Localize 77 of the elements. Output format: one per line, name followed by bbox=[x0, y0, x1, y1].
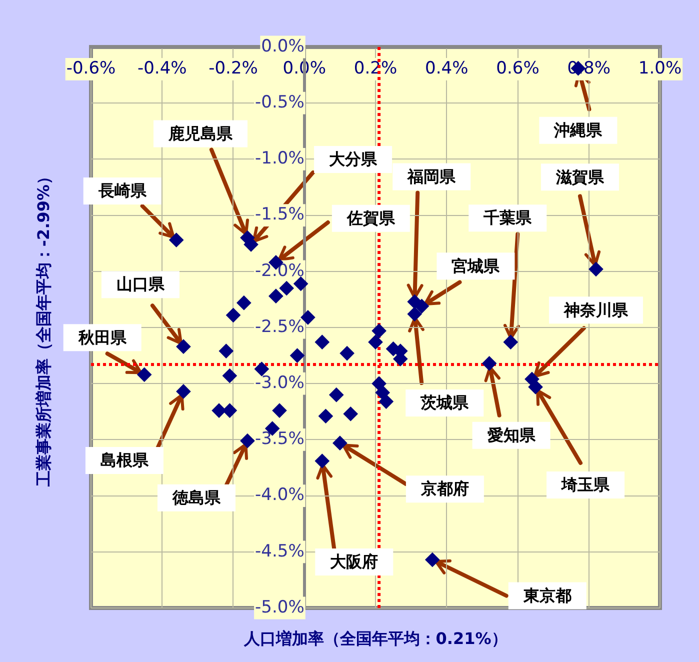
point bbox=[504, 335, 518, 350]
annotation: 宮城県 bbox=[452, 256, 501, 276]
point bbox=[244, 237, 258, 252]
y-tick-label: -1.0% bbox=[255, 148, 304, 169]
point bbox=[226, 308, 240, 322]
x-tick-label: -0.2% bbox=[208, 58, 258, 79]
annotation: 長崎県 bbox=[97, 181, 148, 200]
x-tick-label: 0.2% bbox=[354, 58, 398, 79]
annotation: 京都府 bbox=[420, 479, 469, 498]
point bbox=[588, 262, 603, 276]
y-tick-label: -4.5% bbox=[255, 541, 304, 562]
annotation: 島根県 bbox=[100, 450, 150, 470]
point bbox=[294, 276, 308, 291]
x-tick-label: -0.6% bbox=[66, 58, 116, 79]
point bbox=[340, 346, 354, 360]
point bbox=[137, 368, 152, 382]
annotation: 鹿児島県 bbox=[167, 124, 234, 143]
annotation: 千葉県 bbox=[482, 208, 533, 228]
point bbox=[212, 404, 226, 418]
y-tick-label: 0.0% bbox=[261, 36, 304, 56]
annotation: 東京都 bbox=[522, 586, 572, 605]
annotation: 佐賀県 bbox=[346, 208, 396, 228]
point bbox=[254, 362, 269, 376]
y-tick-label: -0.5% bbox=[255, 92, 304, 113]
point bbox=[414, 299, 429, 314]
y-tick-label: -5.0% bbox=[255, 597, 304, 618]
point bbox=[425, 552, 440, 567]
point bbox=[222, 368, 237, 383]
point bbox=[176, 340, 190, 354]
point bbox=[379, 394, 394, 409]
y-tick-label: -2.5% bbox=[255, 316, 304, 337]
y-tick-label: -3.5% bbox=[255, 429, 304, 450]
annotation: 滋賀県 bbox=[554, 167, 605, 186]
annotation: 愛知県 bbox=[487, 426, 536, 445]
y-tick-label: -1.5% bbox=[255, 204, 304, 225]
annotation: 埼玉県 bbox=[560, 475, 611, 494]
point bbox=[176, 384, 190, 398]
annotation: 茨城県 bbox=[420, 393, 470, 412]
annotation: 大阪府 bbox=[330, 552, 378, 572]
annotation: 徳島県 bbox=[171, 488, 222, 507]
point bbox=[240, 434, 254, 448]
point bbox=[376, 386, 390, 400]
y-axis-title: 工業事業所増加率（全国年平均：-2.99%） bbox=[34, 168, 54, 488]
point bbox=[268, 289, 283, 304]
x-tick-label: 1.0% bbox=[638, 58, 682, 79]
point bbox=[372, 376, 386, 391]
point bbox=[315, 454, 330, 468]
point bbox=[219, 344, 234, 358]
point bbox=[332, 436, 347, 450]
point bbox=[290, 348, 304, 363]
annotation: 神奈川県 bbox=[562, 300, 629, 320]
point bbox=[344, 406, 358, 421]
point bbox=[318, 409, 333, 424]
y-tick-label: -4.0% bbox=[255, 485, 304, 506]
annotation: 秋田県 bbox=[77, 328, 128, 347]
x-tick-label: -0.4% bbox=[137, 58, 187, 79]
y-tick-label: -3.0% bbox=[255, 373, 304, 394]
x-tick-label: 0.6% bbox=[496, 58, 540, 79]
annotation: 大分県 bbox=[329, 150, 378, 169]
point bbox=[169, 232, 184, 247]
point bbox=[408, 307, 422, 322]
point bbox=[372, 324, 386, 338]
y-tick-label: -2.0% bbox=[255, 260, 304, 281]
annotation: 福岡県 bbox=[406, 166, 457, 186]
annotation: 山口県 bbox=[116, 274, 166, 294]
point bbox=[272, 404, 286, 418]
point bbox=[280, 281, 294, 296]
x-axis-title: 人口増加率（全国年平均：0.21%） bbox=[242, 629, 508, 648]
annotation: 沖縄県 bbox=[553, 120, 604, 140]
point bbox=[315, 335, 330, 350]
point bbox=[482, 356, 496, 370]
point bbox=[528, 380, 543, 394]
point bbox=[236, 296, 251, 310]
point bbox=[329, 388, 344, 402]
x-tick-label: 0.4% bbox=[425, 58, 468, 79]
point bbox=[368, 335, 382, 350]
point bbox=[222, 404, 237, 418]
